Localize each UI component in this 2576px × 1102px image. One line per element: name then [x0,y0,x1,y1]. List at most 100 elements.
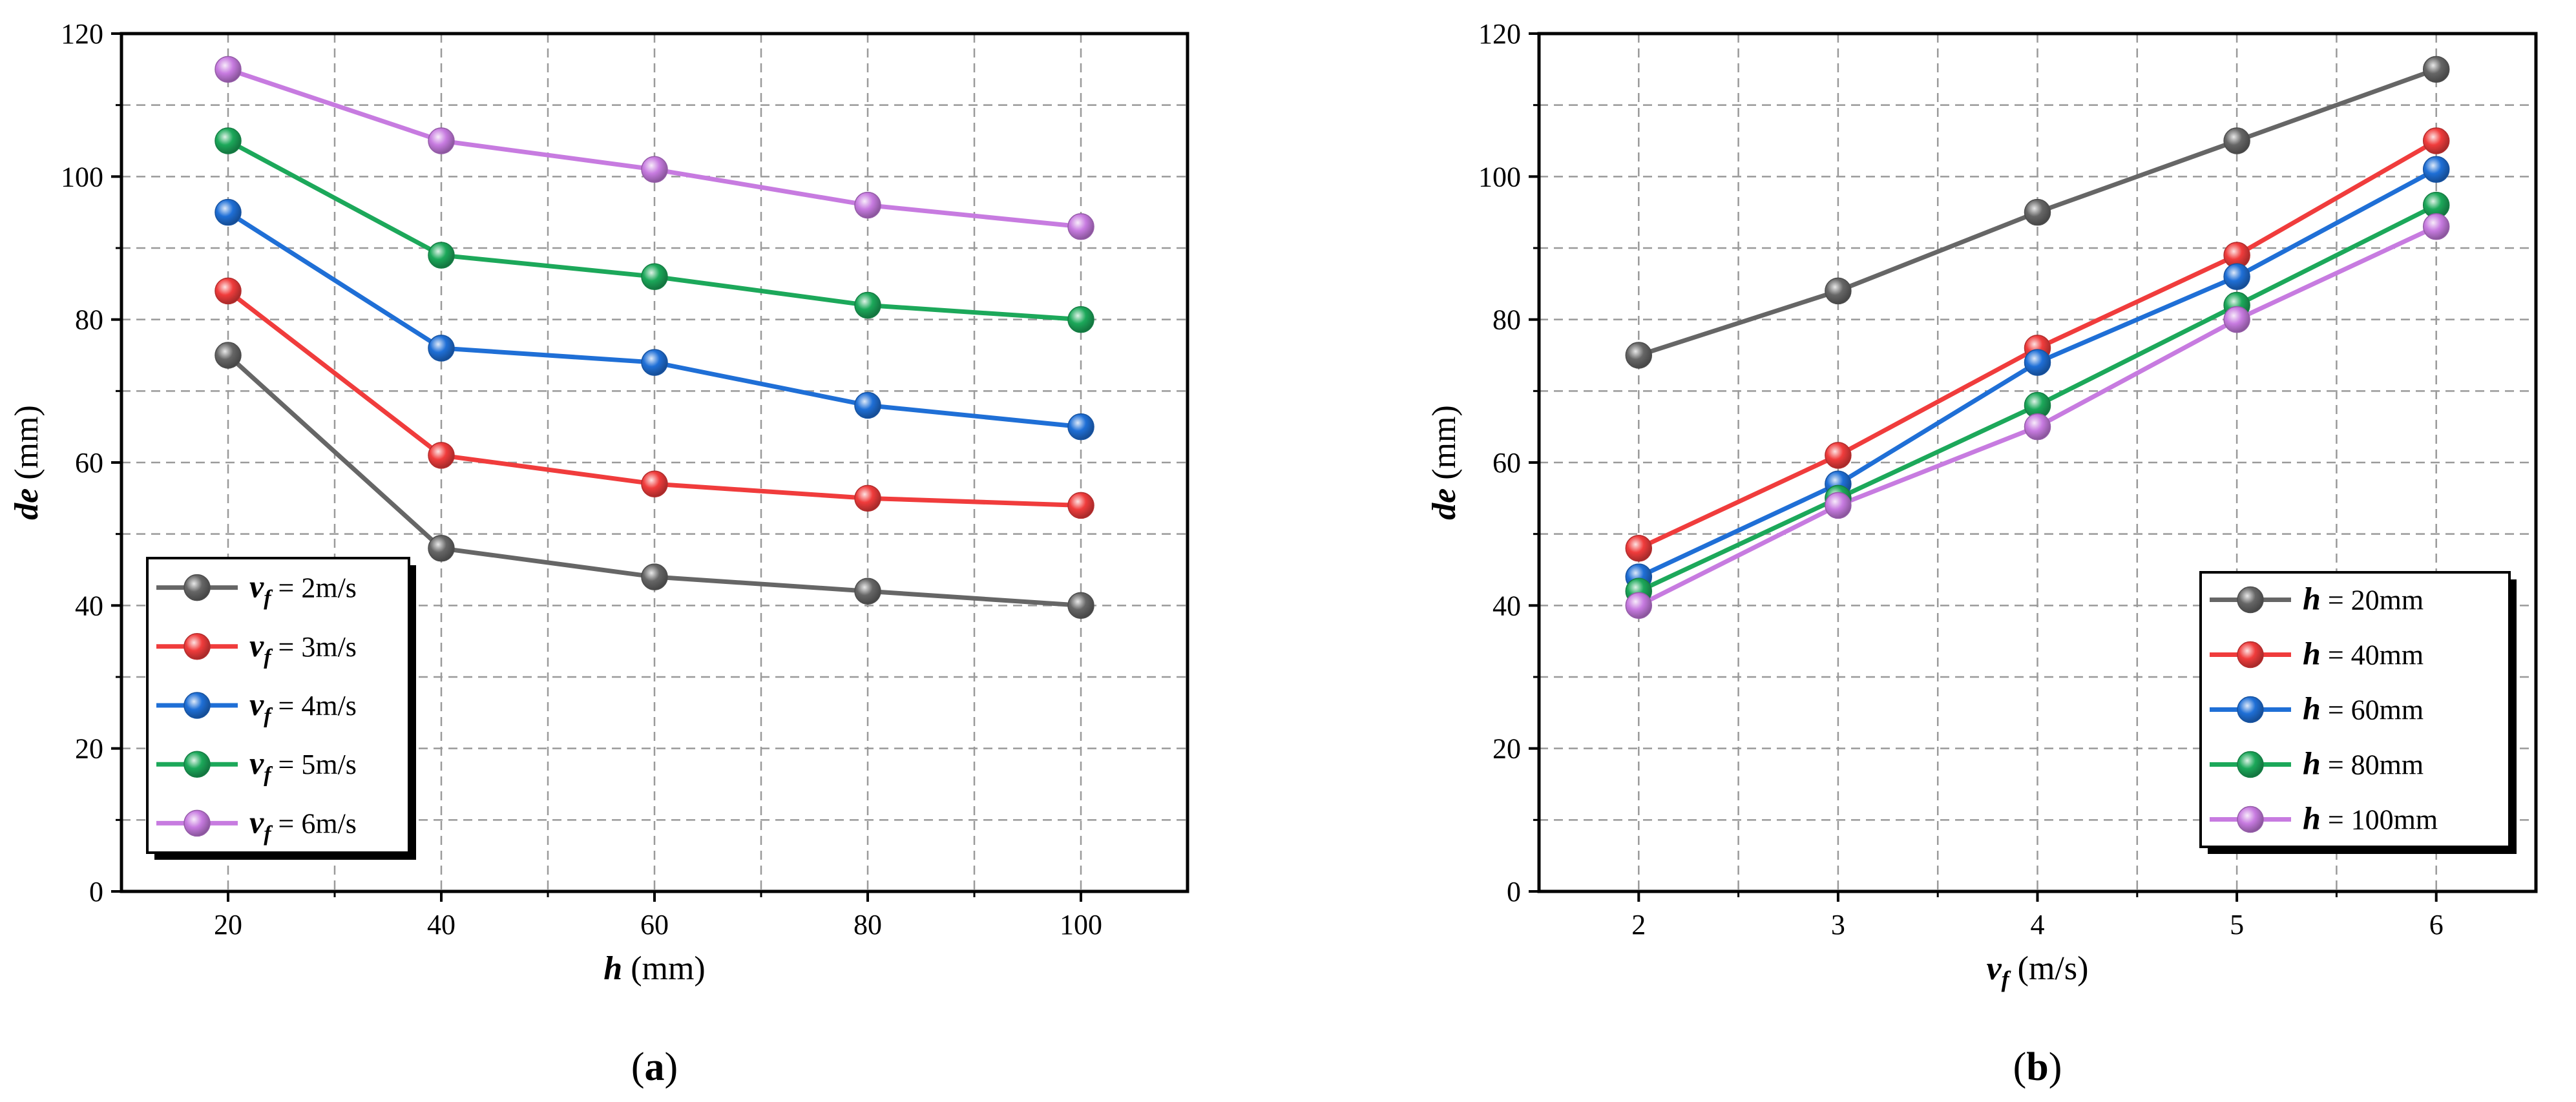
legend-swatch-marker [183,751,211,778]
legend-sub: f [264,704,273,728]
legend-item-0: vf = 2m/s [156,568,357,610]
y-axis-var: de [8,488,45,520]
legend-item-4: vf = 6m/s [156,804,357,846]
data-point-s0-0 [1625,342,1653,369]
x-axis-label: vf (m/s) [1987,950,2089,992]
x-tick-label: 6 [2429,909,2444,941]
x-axis-var: v [1987,950,2002,987]
legend-swatch-marker [2237,806,2264,833]
data-point-s0-2 [2024,198,2051,226]
legend-sub: f [264,587,273,610]
x-axis-var: h [603,950,622,987]
data-point-s4-4 [1067,213,1094,240]
data-point-s2-4 [1067,413,1094,441]
legend-value: = 3m/s [278,631,357,663]
data-point-s0-4 [2422,56,2450,83]
legend-value: = 20mm [2328,585,2424,616]
data-point-s2-1 [428,335,455,362]
legend-swatch-marker [183,633,211,660]
legend-label: h = 20mm [2303,581,2424,617]
data-point-s2-4 [2422,156,2450,183]
y-axis-unit: (mm) [1426,405,1463,480]
x-axis-label: h (mm) [603,950,705,987]
data-point-s4-0 [1625,592,1653,619]
legend-value: = 80mm [2328,749,2424,781]
panel-label: (b) [2013,1045,2062,1089]
data-point-s1-0 [1625,535,1653,562]
legend-label: h = 60mm [2303,691,2424,727]
legend-item-0: h = 20mm [2210,581,2424,617]
legend-var: v [249,568,264,605]
y-tick-label: 0 [89,876,103,908]
data-point-s3-2 [641,263,668,291]
data-point-s0-2 [641,563,668,590]
data-point-s2-3 [854,391,881,419]
data-point-s4-3 [854,191,881,219]
panel-letter: b [2026,1045,2048,1089]
data-point-s3-0 [215,127,242,154]
legend-swatch-marker [2237,751,2264,778]
legend-value: = 100mm [2328,804,2438,836]
y-tick-label: 100 [61,161,103,192]
y-tick-label: 120 [1478,18,1521,50]
panel-label: (a) [631,1045,678,1089]
data-point-s1-0 [215,277,242,305]
legend-label: h = 80mm [2303,745,2424,782]
x-tick-label: 4 [2031,909,2045,941]
data-point-s4-4 [2422,213,2450,240]
legend-label: vf = 4m/s [249,686,357,728]
panel-letter: a [645,1045,665,1089]
ticks: 0 20 40 60 80 100 120 20 40 60 80 100 [61,18,1102,941]
legend-label: h = 100mm [2303,800,2438,837]
legend-item-2: h = 60mm [2210,691,2424,727]
legend-swatch-marker [183,574,211,601]
x-tick-label: 100 [1060,909,1102,941]
legend-var: v [249,745,264,781]
legend-label: vf = 3m/s [249,627,357,669]
data-point-s3-4 [1067,306,1094,333]
y-tick-label: 60 [75,447,103,479]
y-tick-label: 20 [1492,733,1521,765]
y-tick-label: 100 [1478,161,1521,192]
legend-var: v [249,804,264,840]
legend-var: v [249,627,264,663]
y-tick-label: 20 [75,733,103,765]
legend-var: h [2303,745,2321,782]
legend-var: h [2303,636,2321,672]
data-point-s1-3 [854,484,881,512]
y-tick-label: 40 [75,590,103,621]
y-tick-label: 60 [1492,447,1521,479]
x-tick-label: 20 [214,909,242,941]
y-axis-label: de (mm) [1426,405,1463,520]
data-point-s1-1 [1825,442,1852,469]
data-point-s0-0 [215,342,242,369]
legend-value: = 60mm [2328,694,2424,726]
y-tick-label: 0 [1507,876,1521,908]
legend-sub: f [264,645,273,669]
legend-sub: f [264,822,273,846]
x-axis-unit: (m/s) [2018,950,2089,987]
series-group [215,56,1094,619]
data-point-s0-1 [1825,277,1852,305]
legend-swatch-marker [183,809,211,837]
y-tick-label: 40 [1492,590,1521,621]
ticks: 0 20 40 60 80 100 120 2 3 4 5 6 [1478,18,2444,941]
legend-label: h = 40mm [2303,636,2424,672]
legend: vf = 2m/svf = 3m/svf = 4m/svf = 5m/svf =… [146,557,416,860]
data-point-s2-0 [215,198,242,226]
series-group [1625,56,2450,619]
y-tick-label: 120 [61,18,103,50]
legend-value: = 2m/s [278,572,357,604]
data-point-s0-3 [2223,127,2250,154]
data-point-s1-4 [1067,492,1094,519]
data-point-s4-3 [2223,306,2250,333]
y-axis-var: de [1426,488,1463,520]
x-tick-label: 40 [427,909,456,941]
x-tick-label: 3 [1831,909,1845,941]
legend-var: h [2303,800,2321,837]
data-point-s1-1 [428,442,455,469]
legend-item-4: h = 100mm [2210,800,2438,837]
data-point-s0-4 [1067,592,1094,619]
